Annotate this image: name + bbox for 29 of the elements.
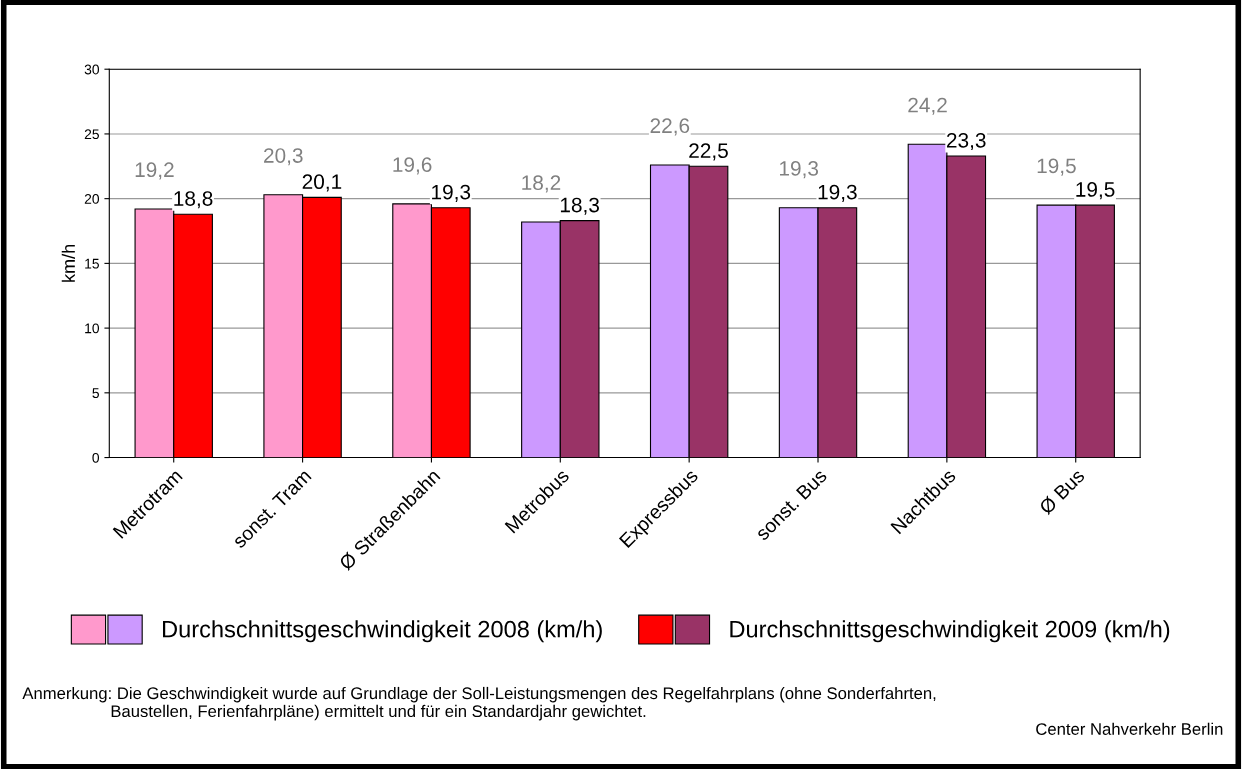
data-label: 19,5	[1076, 182, 1115, 200]
y-axis-title: km/h	[61, 244, 75, 282]
data-label: 18,8	[174, 191, 213, 209]
data-label: 19,2	[135, 162, 174, 180]
legend-label: Durchschnittsgeschwindigkeit 2009 (km/h)	[730, 620, 1170, 643]
data-label: 19,3	[432, 184, 471, 202]
x-tick-label: Ø Bus	[1038, 467, 1086, 516]
data-label: 24,2	[908, 97, 947, 115]
data-label: 18,2	[522, 175, 561, 193]
data-label: 19,5	[1037, 158, 1076, 176]
y-tick-label: 25	[84, 129, 99, 140]
y-tick-label: 5	[92, 388, 99, 398]
legend-label: Durchschnittsgeschwindigkeit 2008 (km/h)	[163, 620, 602, 643]
text: Center Nahverkehr Berlin	[1036, 722, 1223, 735]
data-label: 23,3	[946, 132, 986, 151]
data-label: 22,5	[689, 143, 728, 161]
data-label: 19,3	[818, 184, 857, 202]
data-label: 20,3	[264, 148, 303, 166]
data-label: 19,6	[393, 157, 432, 175]
y-tick-label: 10	[85, 323, 100, 334]
text: Anmerkung: Die Geschwindigkeit wurde auf Grundlage der Soll-Leistungsmengen des Regelfahrplans (ohne Sonderfahrten, Baustellen, Ferienfahrpläne) ermittelt und für ein Standardjahr gewichtet.	[22, 686, 936, 721]
data-label: 19,3	[780, 161, 819, 179]
data-label: 20,1	[302, 174, 342, 192]
data-label: 18,3	[560, 197, 599, 215]
y-tick-label: 20	[84, 193, 100, 204]
data-label: 22,6	[650, 118, 690, 136]
y-tick-label: 0	[92, 452, 100, 463]
y-tick-label: 15	[85, 258, 99, 269]
y-tick-label: 30	[84, 64, 100, 75]
